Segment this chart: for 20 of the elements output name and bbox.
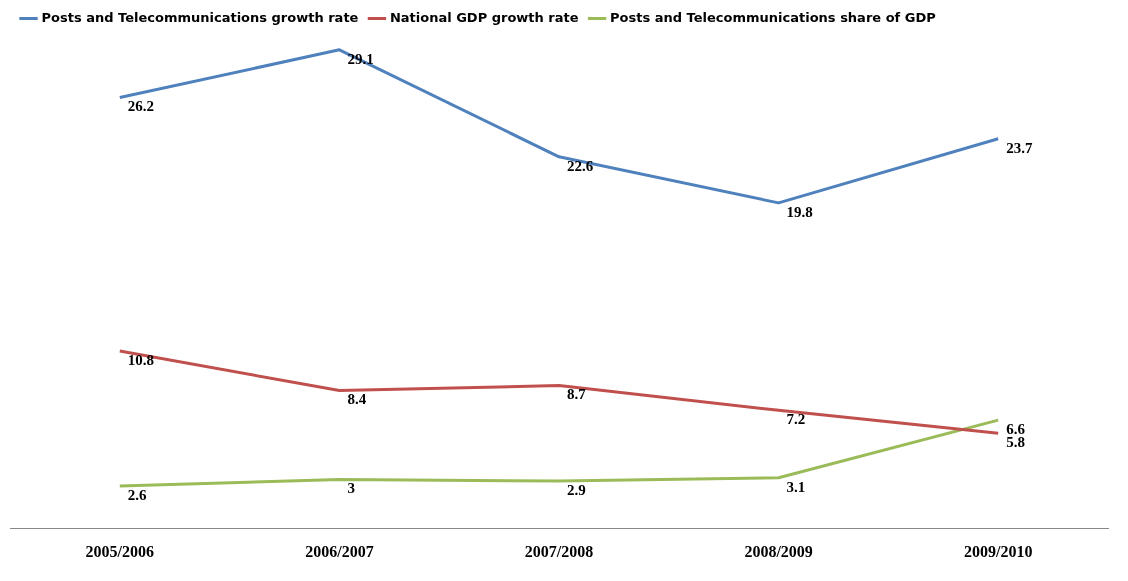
legend-label: National GDP growth rate — [389, 9, 579, 25]
data-label: 8.4 — [347, 391, 367, 408]
data-label: 19.8 — [786, 203, 813, 220]
x-tick-label: 2007/2008 — [524, 542, 594, 560]
data-label: 10.8 — [127, 351, 155, 368]
data-label: 2.9 — [567, 481, 586, 498]
legend-label: Posts and Telecommunications share of GDP — [610, 9, 936, 25]
x-tick-label: 2009/2010 — [963, 542, 1033, 560]
data-label: 7.2 — [786, 411, 806, 428]
data-label: 23.7 — [1006, 139, 1033, 156]
data-label: 26.2 — [127, 98, 155, 115]
x-tick-label: 2008/2009 — [744, 542, 813, 560]
data-label: 3 — [347, 480, 355, 497]
data-label: 22.6 — [567, 157, 594, 174]
legend-label: Posts and Telecommunications growth rate — [41, 9, 359, 25]
x-tick-label: 2005/2006 — [85, 542, 155, 560]
x-tick-label: 2006/2007 — [305, 542, 374, 560]
data-label: 3.1 — [786, 478, 806, 495]
data-label: 8.7 — [567, 386, 587, 403]
data-label: 2.6 — [127, 486, 148, 503]
